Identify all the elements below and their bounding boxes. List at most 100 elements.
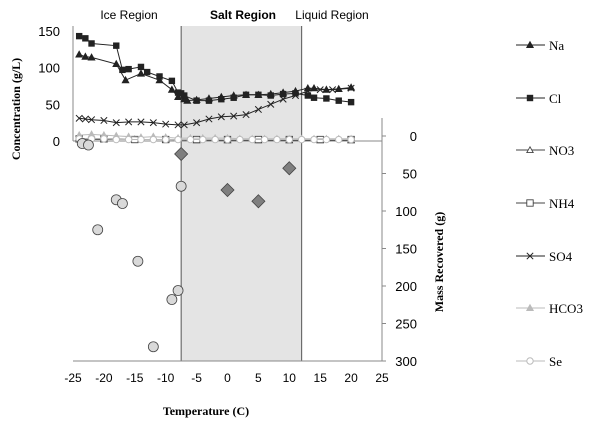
series-se: [75, 135, 355, 144]
data-point: [155, 75, 164, 84]
data-point: [526, 145, 534, 154]
right-y-tick-label: 50: [403, 167, 417, 182]
data-point: [273, 135, 281, 144]
x-tick-label: 10: [283, 371, 297, 385]
data-point: [75, 32, 83, 40]
data-point: [223, 135, 232, 144]
data-point: [156, 73, 163, 80]
data-point: [211, 135, 219, 144]
data-point: [88, 40, 95, 47]
data-point: [282, 161, 297, 176]
data-point: [335, 135, 343, 144]
legend-label: Cl: [549, 91, 562, 106]
data-point: [304, 87, 312, 95]
left-y-tick-label: 50: [46, 97, 60, 112]
data-point: [82, 35, 89, 42]
data-point: [304, 92, 312, 99]
data-point: [267, 92, 274, 99]
data-point: [310, 135, 318, 144]
right-y-tick-label: 300: [395, 354, 417, 369]
left-y-tick-label: 0: [53, 134, 60, 149]
data-point: [220, 182, 235, 198]
data-point: [112, 119, 120, 127]
data-point: [113, 42, 120, 49]
x-tick-label: -25: [64, 371, 82, 385]
x-tick-label: 5: [255, 371, 262, 385]
data-point: [525, 40, 535, 49]
data-point: [132, 255, 144, 267]
right-y-tick-label: 200: [395, 279, 417, 294]
legend-label: NH4: [549, 196, 575, 211]
salt-region-shade: [181, 26, 302, 361]
legend-label: SO4: [549, 249, 573, 264]
data-point: [323, 95, 330, 102]
x-tick-label: 25: [375, 371, 389, 385]
data-point: [193, 119, 201, 127]
data-point: [137, 118, 145, 126]
series-mass-circle: [76, 138, 187, 353]
data-point: [174, 146, 189, 162]
data-point: [81, 115, 89, 123]
data-point: [205, 97, 213, 104]
x-tick-label: 20: [344, 371, 358, 385]
data-point: [112, 135, 120, 144]
data-point: [291, 91, 300, 100]
data-point: [124, 135, 133, 144]
legend-item-nh4: NH4: [516, 196, 575, 211]
data-point: [251, 194, 266, 209]
legend-label: Na: [549, 38, 564, 53]
left-y-tick-label: 150: [38, 24, 60, 39]
data-point: [248, 135, 256, 144]
data-point: [316, 86, 324, 94]
data-point: [218, 96, 225, 103]
data-point: [322, 135, 331, 144]
left-y-axis-title: Concentration (g/L): [9, 58, 23, 160]
data-point: [526, 199, 534, 207]
data-point: [175, 180, 187, 192]
data-point: [172, 285, 184, 296]
liquid-region-label: Liquid Region: [295, 8, 368, 22]
data-point: [255, 91, 262, 98]
data-point: [81, 52, 90, 60]
data-point: [174, 135, 182, 144]
data-point: [174, 92, 183, 101]
data-point: [199, 135, 207, 144]
data-point: [125, 65, 132, 73]
data-point: [174, 121, 182, 129]
right-y-tick-label: 250: [395, 317, 417, 332]
data-point: [205, 115, 213, 123]
data-point: [149, 119, 157, 127]
legend-label: HCO3: [549, 301, 583, 316]
right-y-axis-title: Mass Recovered (g): [432, 212, 446, 312]
data-point: [162, 120, 170, 128]
series-so4: [75, 84, 355, 129]
legend-item-hco3: HCO3: [516, 301, 583, 316]
data-point: [75, 114, 83, 122]
data-point: [230, 94, 237, 101]
data-point: [100, 116, 108, 125]
data-point: [186, 135, 195, 144]
data-point: [297, 135, 306, 144]
legend-item-se: Se: [516, 354, 562, 369]
data-point: [525, 303, 535, 312]
data-point: [193, 97, 200, 104]
series-mass-diamond: [174, 146, 297, 209]
data-point: [260, 135, 269, 144]
data-point: [87, 53, 96, 61]
data-point: [236, 135, 244, 144]
ice-region-label: Ice Region: [100, 8, 157, 22]
data-point: [87, 116, 96, 124]
data-point: [526, 94, 534, 102]
data-point: [180, 121, 188, 129]
data-point: [112, 59, 121, 68]
data-point: [136, 69, 146, 77]
data-point: [183, 96, 192, 104]
legend: Na Cl NO3 NH4 SO4 HCO3 Se: [516, 38, 583, 369]
data-point: [143, 68, 151, 76]
data-point: [119, 66, 126, 74]
data-point: [347, 135, 355, 144]
right-y-tick-label: 100: [395, 204, 417, 219]
legend-item-no3: NO3: [516, 143, 574, 158]
x-axis-title: Temperature (C): [163, 404, 249, 418]
data-point: [254, 105, 262, 114]
